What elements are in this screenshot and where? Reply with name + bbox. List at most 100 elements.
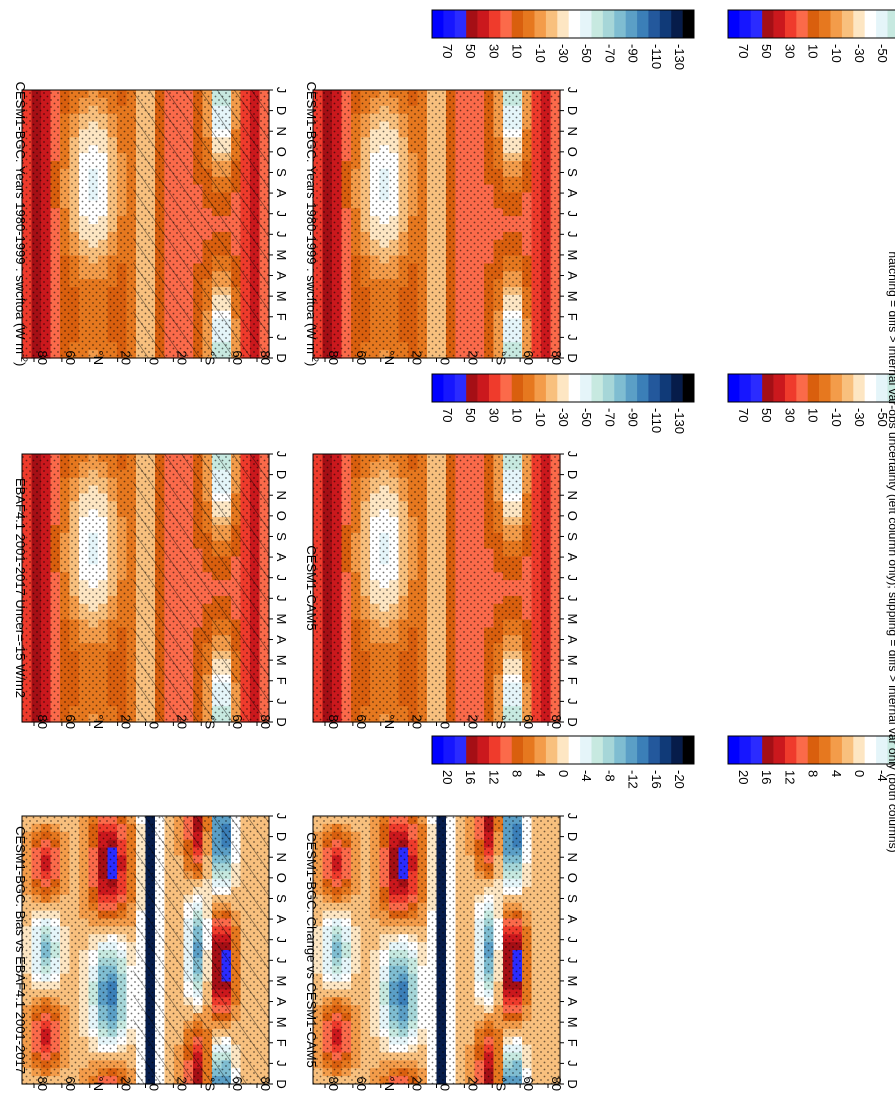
colorbar-swatch [535,10,547,38]
month-tick-label: A [565,635,580,644]
lat-tick-label: 20 [119,715,134,729]
colorbar-swatch [671,374,683,402]
month-tick-label: A [274,271,289,280]
colorbar-swatch [546,10,558,38]
colorbar-swatch [648,10,660,38]
colorbar-swatch [432,374,444,402]
colorbar-swatch [523,10,535,38]
month-tick-label: D [274,1079,289,1088]
lat-tick-label: 60 [521,351,536,365]
colorbar-swatch [489,736,501,764]
month-tick-label: N [565,127,580,136]
colorbar-label: -30 [852,408,867,427]
colorbar-swatch [842,374,854,402]
month-tick-label: F [565,313,580,321]
colorbar-swatch [455,736,467,764]
colorbar-swatch [774,374,786,402]
lat-tick-label: 60 [63,351,78,365]
colorbar-swatch [637,736,649,764]
colorbar-label: 30 [782,44,797,58]
lat-tick-label: 0 [438,358,453,365]
colorbar-label: -70 [602,44,617,63]
month-tick-label: J [274,574,289,581]
colorbar-swatch [443,736,455,764]
colorbar-swatch [489,374,501,402]
lat-tick-label: °N [91,350,106,365]
colorbar-swatch [500,736,512,764]
colorbar-swatch [500,374,512,402]
month-tick-label: S [274,168,289,177]
month-tick-label: O [274,147,289,157]
panel-title-text: CESM1-BGC: Bias vs EBAF4.1 2001-2017 [13,826,28,1074]
panel-title: CESM1-BGC: Years 1980-1999 : swcftoa (W … [13,82,29,367]
panel-title: CESM1-BGC: Years 1980-1999 : swcftoa (W … [304,82,320,367]
month-tick-label: J [274,698,289,705]
colorbar-swatch [660,374,672,402]
colorbar-swatch [557,374,569,402]
lat-tick-label: 0 [147,1084,162,1091]
month-tick-label: J [565,574,580,581]
panel-title: CESM1-BGC: Bias vs EBAF4.1 2001-2017 [13,826,28,1074]
lat-tick-label: °S [202,715,217,729]
colorbar-label: 50 [463,44,478,58]
month-tick-label: A [274,553,289,562]
month-tick-label: J [274,231,289,238]
month-tick-label: J [565,231,580,238]
month-tick-label: J [565,87,580,94]
colorbar-swatch [535,374,547,402]
colorbar-label: -130 [672,44,687,70]
month-tick-label: D [565,470,580,479]
month-tick-label: M [565,291,580,302]
colorbar-label: 30 [782,408,797,422]
lat-tick-label: 20 [119,1077,134,1091]
month-tick-label: M [565,655,580,666]
colorbar-swatch [808,10,820,38]
month-tick-label: D [274,832,289,841]
colorbar-label: -12 [626,770,641,789]
month-tick-label: J [274,1060,289,1067]
month-tick-label: J [274,334,289,341]
month-tick-label: J [565,334,580,341]
lat-tick-label: 60 [230,351,245,365]
panel-title-text: EBAF4.1 2001-2017 Uncer=-15 W/m2 [13,478,28,698]
month-tick-label: N [274,853,289,862]
month-tick-label: M [274,976,289,987]
lat-tick-label: °N [91,714,106,729]
panel-title: CESM1-CAM5 [304,545,319,630]
colorbar-swatch [876,10,888,38]
colorbar-swatch [808,374,820,402]
month-tick-label: F [274,313,289,321]
colorbar-swatch [785,374,797,402]
colorbar-swatch [819,10,831,38]
colorbar-label: -16 [649,770,664,789]
lat-tick-label: 0 [438,722,453,729]
colorbar-label: 50 [759,408,774,422]
colorbar-label: 10 [510,408,525,422]
lat-tick-label: °S [202,1077,217,1091]
colorbar-swatch [728,10,740,38]
month-tick-label: J [274,595,289,602]
colorbar-label: 70 [440,44,455,58]
month-tick-label: S [565,532,580,541]
month-tick-label: M [274,291,289,302]
colorbar-swatch [853,10,865,38]
colorbar-swatch [774,10,786,38]
panel-title-text: CESM1-CAM5 [304,545,319,630]
colorbar-swatch [455,374,467,402]
colorbar-swatch [603,736,615,764]
month-tick-label: S [565,168,580,177]
colorbar-swatch [683,374,695,402]
colorbar-swatch [603,10,615,38]
colorbar-swatch [591,374,603,402]
colorbar-label: -30 [556,44,571,63]
colorbar-label: 50 [759,44,774,58]
colorbar-swatch [626,374,638,402]
month-tick-label: J [274,451,289,458]
colorbar-swatch [603,374,615,402]
month-tick-label: F [274,677,289,685]
colorbar-label: -70 [602,408,617,427]
colorbar-swatch [751,374,763,402]
